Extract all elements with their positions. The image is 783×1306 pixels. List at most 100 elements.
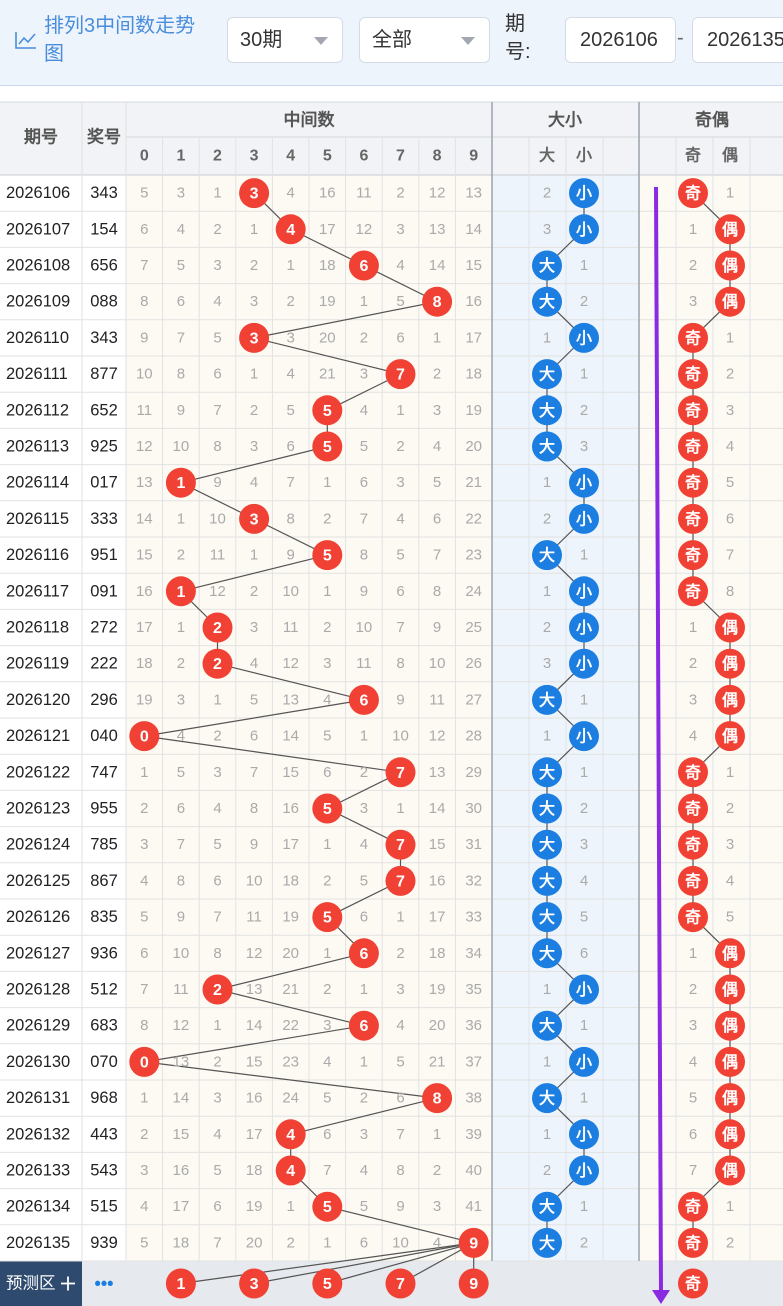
prediction-parity-ball-text: 奇 [685,1274,701,1293]
middle-ball-text: 7 [396,837,405,854]
miss-count: 20 [429,1017,446,1034]
prediction-ball-text: 7 [396,1276,405,1293]
miss-count: 1 [543,583,551,600]
middle-ball [202,648,233,679]
number-cell: 154 [90,220,118,238]
miss-count: 6 [360,474,368,491]
miss-count: 40 [465,1162,482,1179]
miss-count: 22 [465,510,482,527]
miss-count: 5 [396,1053,404,1070]
miss-count: 6 [213,366,221,383]
parity-ball [678,467,708,498]
miss-count: 7 [250,764,258,781]
miss-count: 4 [140,872,148,889]
miss-count: 13 [173,1053,190,1070]
miss-count: 11 [356,185,372,202]
period-cell: 2026109 [6,293,70,311]
period-cell: 2026130 [6,1053,70,1071]
miss-count: 5 [140,185,148,202]
number-cell: 091 [90,582,118,600]
parity-ball-text: 奇 [685,365,701,384]
digit-header-3: 3 [250,148,259,165]
miss-count: 7 [396,1126,404,1143]
miss-count: 19 [429,981,446,998]
number-cell: 040 [90,727,118,745]
miss-count: 10 [282,583,299,600]
period-cell: 2026135 [6,1234,70,1252]
miss-count: 21 [282,981,299,998]
miss-count: 9 [177,402,185,419]
miss-count: 6 [177,800,185,817]
size-ball [569,178,599,209]
miss-count: 23 [465,547,482,564]
period-cell: 2026117 [6,582,69,600]
miss-count: 1 [543,728,551,745]
miss-count: 12 [246,945,263,962]
period-cell: 2026132 [6,1125,70,1143]
parity-ball-text: 偶 [722,220,738,239]
size-ball [532,1227,562,1258]
prediction-ball [312,1268,343,1299]
miss-count: 1 [689,945,697,962]
middle-ball-text: 4 [286,1127,295,1144]
miss-count: 20 [246,1234,263,1251]
miss-count: 8 [396,655,404,672]
miss-count: 1 [360,728,368,745]
parity-ball-text: 偶 [722,1161,738,1180]
miss-count: 18 [319,257,336,274]
parity-ball [715,214,745,245]
parity-ball-text: 偶 [722,690,738,709]
miss-count: 3 [543,221,551,238]
miss-count: 17 [319,221,336,238]
miss-count: 18 [136,655,153,672]
number-column-header: 奖号 [87,127,121,147]
miss-count: 14 [246,1017,263,1034]
period-cell: 2026134 [6,1198,70,1216]
middle-ball-text: 4 [286,1163,295,1180]
miss-count: 5 [726,909,734,926]
parity-ball [715,721,745,752]
miss-count: 7 [396,619,404,636]
size-ball [532,250,562,281]
parity-header-odd: 奇 [685,146,701,165]
number-cell: 683 [90,1017,118,1035]
middle-ball-text: 7 [396,367,405,384]
number-cell: 877 [90,365,118,383]
more-options-icon[interactable]: ••• [95,1274,114,1294]
miss-count: 1 [287,1198,295,1215]
parity-ball-text: 偶 [722,292,738,311]
end-period-input[interactable]: 2026135 [692,17,783,63]
parity-ball-text: 偶 [722,727,738,746]
middle-ball [165,467,196,498]
miss-count: 8 [726,583,734,600]
period-cell: 2026122 [6,763,70,781]
miss-count: 1 [140,1090,148,1107]
miss-count: 1 [543,1053,551,1070]
middle-ball-text: 2 [213,620,222,637]
miss-count: 6 [140,221,148,238]
number-cell: 951 [90,546,118,564]
plus-icon[interactable] [61,1276,75,1291]
miss-count: 6 [396,583,404,600]
parity-ball-text: 偶 [722,654,738,673]
number-cell: 333 [90,510,118,528]
miss-count: 7 [323,1162,331,1179]
miss-count: 4 [360,1162,368,1179]
miss-count: 2 [323,872,331,889]
miss-count: 4 [726,872,734,889]
parity-ball-text: 奇 [685,582,701,601]
range-select[interactable]: 全部 [359,17,490,63]
period-count-select[interactable]: 30期 [227,17,343,63]
size-ball [532,865,562,896]
start-period-input[interactable]: 2026106 [565,17,676,63]
miss-count: 3 [396,981,404,998]
middle-ball [312,902,343,933]
miss-count: 14 [429,800,446,817]
middle-ball [385,829,416,860]
miss-count: 4 [323,1053,331,1070]
number-cell: 222 [90,655,118,673]
parity-ball-text: 偶 [722,1052,738,1071]
parity-ball [678,431,708,462]
prediction-ball-text: 1 [176,1276,185,1293]
miss-count: 15 [429,836,446,853]
